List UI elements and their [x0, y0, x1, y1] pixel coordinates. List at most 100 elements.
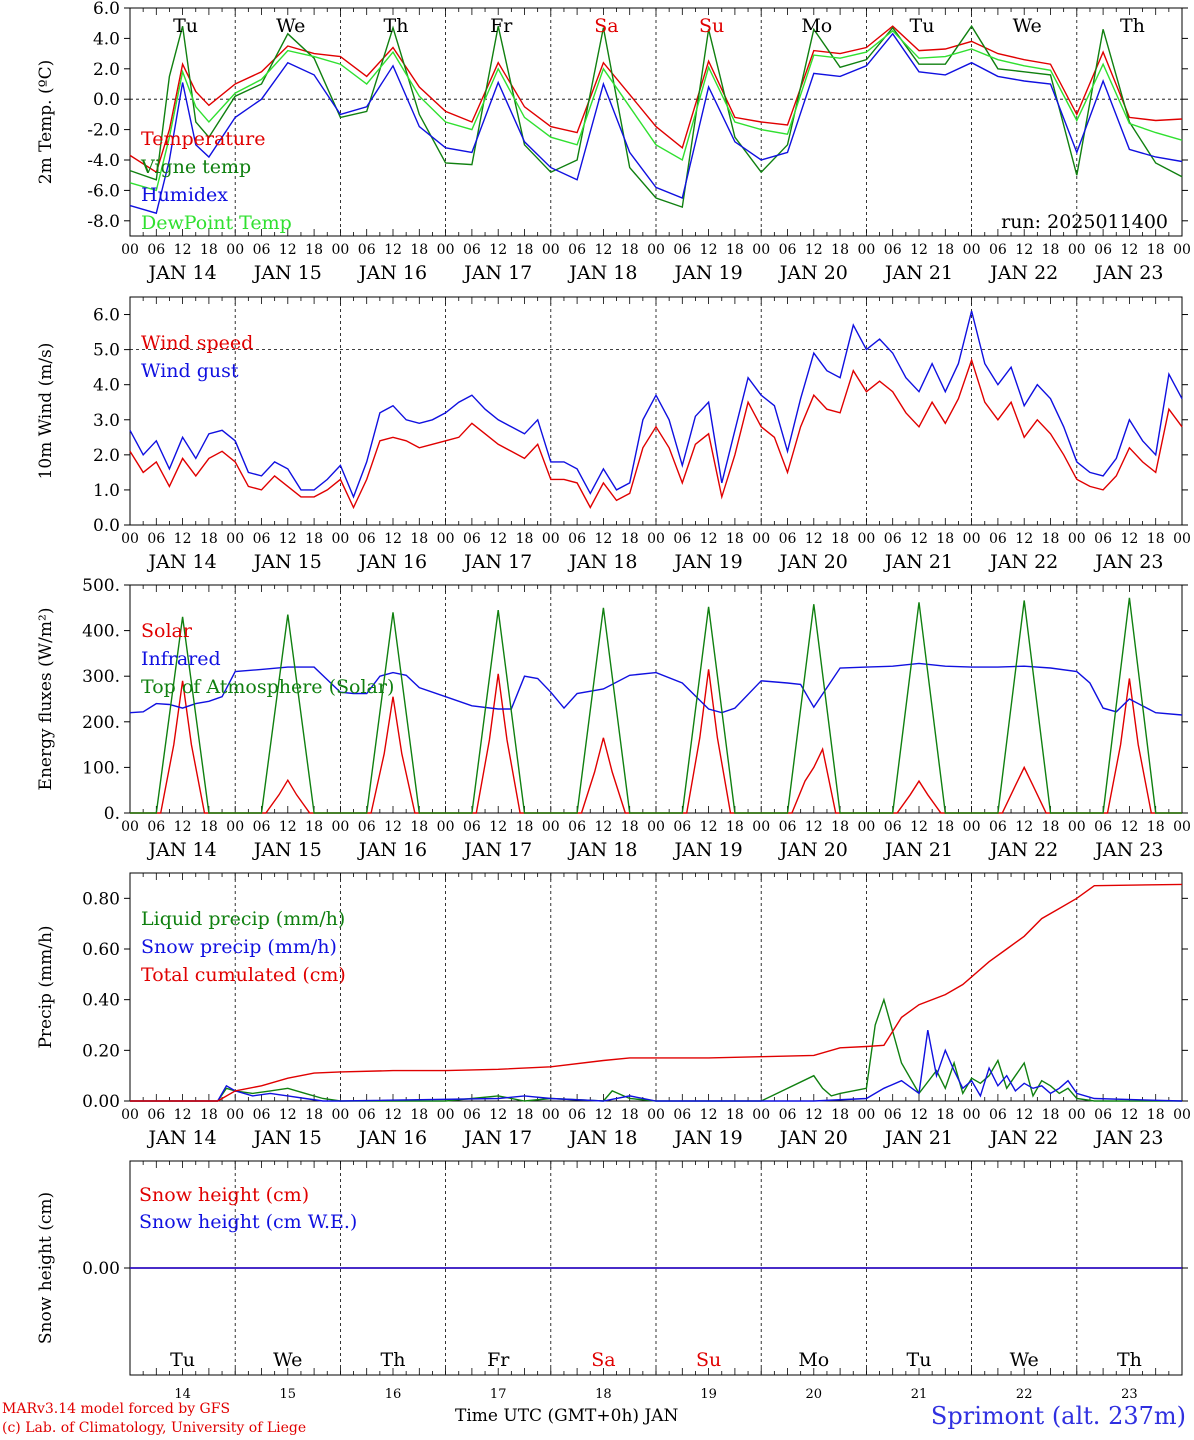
day-number: 23: [1121, 1387, 1138, 1402]
x-axis-title: Time UTC (GMT+0h) JAN: [455, 1406, 679, 1426]
hour-tick-label: 06: [147, 1107, 165, 1123]
hour-tick-label: 12: [489, 819, 507, 835]
hour-tick-label: 06: [253, 819, 271, 835]
y-tick-label: 400.: [82, 622, 120, 642]
hour-tick-label: 06: [673, 819, 691, 835]
hour-tick-label: 12: [805, 242, 823, 258]
date-label: JAN 14: [147, 1127, 217, 1149]
hour-tick-label: 06: [253, 531, 271, 547]
day-number: 19: [700, 1387, 717, 1402]
y-tick-label: 5.0: [93, 341, 120, 361]
legend-entry: DewPoint Temp: [141, 212, 292, 234]
hour-tick-label: 12: [279, 531, 297, 547]
day-name-top: Th: [384, 15, 409, 37]
hour-tick-label: 12: [910, 819, 928, 835]
hour-tick-label: 00: [752, 819, 770, 835]
hour-tick-label: 00: [1068, 819, 1086, 835]
y-tick-label: 0.40: [82, 991, 120, 1011]
hour-tick-label: 12: [805, 1107, 823, 1123]
y-tick-label: 0.80: [82, 889, 120, 909]
hour-tick-label: 18: [726, 819, 744, 835]
legend-entry: Humidex: [141, 184, 228, 206]
hour-tick-label: 06: [989, 1107, 1007, 1123]
hour-tick-label: 06: [1094, 242, 1112, 258]
hour-tick-label: 00: [542, 242, 560, 258]
hour-tick-label: 12: [1015, 531, 1033, 547]
hour-tick-label: 06: [463, 242, 481, 258]
hour-tick-label: 12: [279, 819, 297, 835]
date-label: JAN 20: [778, 262, 848, 284]
hour-tick-label: 06: [358, 242, 376, 258]
hour-tick-label: 06: [358, 531, 376, 547]
hour-tick-label: 18: [1147, 1107, 1165, 1123]
hour-tick-label: 00: [331, 819, 349, 835]
hour-tick-label: 00: [752, 531, 770, 547]
date-label: JAN 15: [252, 1127, 322, 1149]
hour-tick-label: 18: [516, 1107, 534, 1123]
hour-tick-label: 00: [437, 1107, 455, 1123]
date-label: JAN 15: [252, 262, 322, 284]
legend-entry: Infrared: [141, 648, 221, 670]
hour-tick-label: 18: [1042, 531, 1060, 547]
date-label: JAN 18: [567, 1127, 637, 1149]
hour-tick-label: 00: [963, 819, 981, 835]
hour-tick-label: 06: [1094, 531, 1112, 547]
y-tick-label: -2.0: [87, 121, 120, 141]
hour-tick-label: 06: [253, 1107, 271, 1123]
hour-tick-label: 18: [831, 242, 849, 258]
hour-tick-label: 00: [752, 1107, 770, 1123]
hour-tick-label: 12: [805, 531, 823, 547]
hour-tick-label: 18: [305, 531, 323, 547]
hour-tick-label: 18: [305, 1107, 323, 1123]
series-line-total-cumulated-cm-: [130, 883, 1183, 1102]
hour-tick-label: 18: [200, 1107, 218, 1123]
hour-tick-label: 12: [700, 531, 718, 547]
hour-tick-label: 12: [174, 531, 192, 547]
day-name-bottom: Th: [1117, 1349, 1142, 1371]
day-name-top: Tu: [173, 15, 198, 37]
hour-tick-label: 12: [700, 819, 718, 835]
hour-tick-label: 00: [437, 242, 455, 258]
hour-tick-label: 12: [1015, 242, 1033, 258]
hour-tick-label: 18: [831, 531, 849, 547]
day-name-top: We: [276, 15, 305, 37]
legend-entry: Wind gust: [141, 360, 239, 382]
day-name-bottom: Th: [381, 1349, 406, 1371]
hour-tick-label: 12: [1120, 242, 1138, 258]
hour-tick-label: 18: [516, 242, 534, 258]
hour-tick-label: 06: [568, 531, 586, 547]
hour-tick-label: 12: [489, 1107, 507, 1123]
y-tick-label: 1.0: [93, 481, 120, 501]
hour-tick-label: 18: [831, 1107, 849, 1123]
hour-tick-label: 12: [384, 242, 402, 258]
day-name-top: Th: [1120, 15, 1145, 37]
date-label: JAN 16: [357, 262, 427, 284]
date-label: JAN 17: [462, 262, 532, 284]
hour-tick-label: 00: [647, 242, 665, 258]
date-label: JAN 14: [147, 262, 217, 284]
hour-tick-label: 00: [331, 242, 349, 258]
hour-tick-label: 00: [226, 1107, 244, 1123]
date-label: JAN 21: [883, 1127, 953, 1149]
day-name-top: Su: [699, 15, 724, 37]
panel-1: [124, 7, 1188, 237]
lab-credit: (c) Lab. of Climatology, University of L…: [2, 1420, 307, 1436]
hour-tick-label: 00: [121, 531, 139, 547]
hour-tick-label: 06: [147, 242, 165, 258]
date-label: JAN 16: [357, 839, 427, 861]
hour-tick-label: 06: [779, 242, 797, 258]
hour-tick-label: 18: [621, 242, 639, 258]
date-label: JAN 23: [1093, 1127, 1163, 1149]
series-line-top-of-atmosphere-solar-: [130, 597, 1182, 814]
y-tick-label: 0.: [104, 804, 120, 824]
legend-entry: Snow precip (mm/h): [141, 936, 337, 958]
day-name-bottom: Sa: [591, 1349, 615, 1371]
y-tick-label: 6.0: [93, 0, 120, 19]
hour-tick-label: 12: [489, 531, 507, 547]
series-line-humidex: [129, 32, 1183, 215]
date-label: JAN 23: [1093, 262, 1163, 284]
panel-3: [124, 584, 1188, 814]
run-label: run: 2025011400: [1001, 211, 1168, 233]
hour-tick-label: 18: [410, 1107, 428, 1123]
